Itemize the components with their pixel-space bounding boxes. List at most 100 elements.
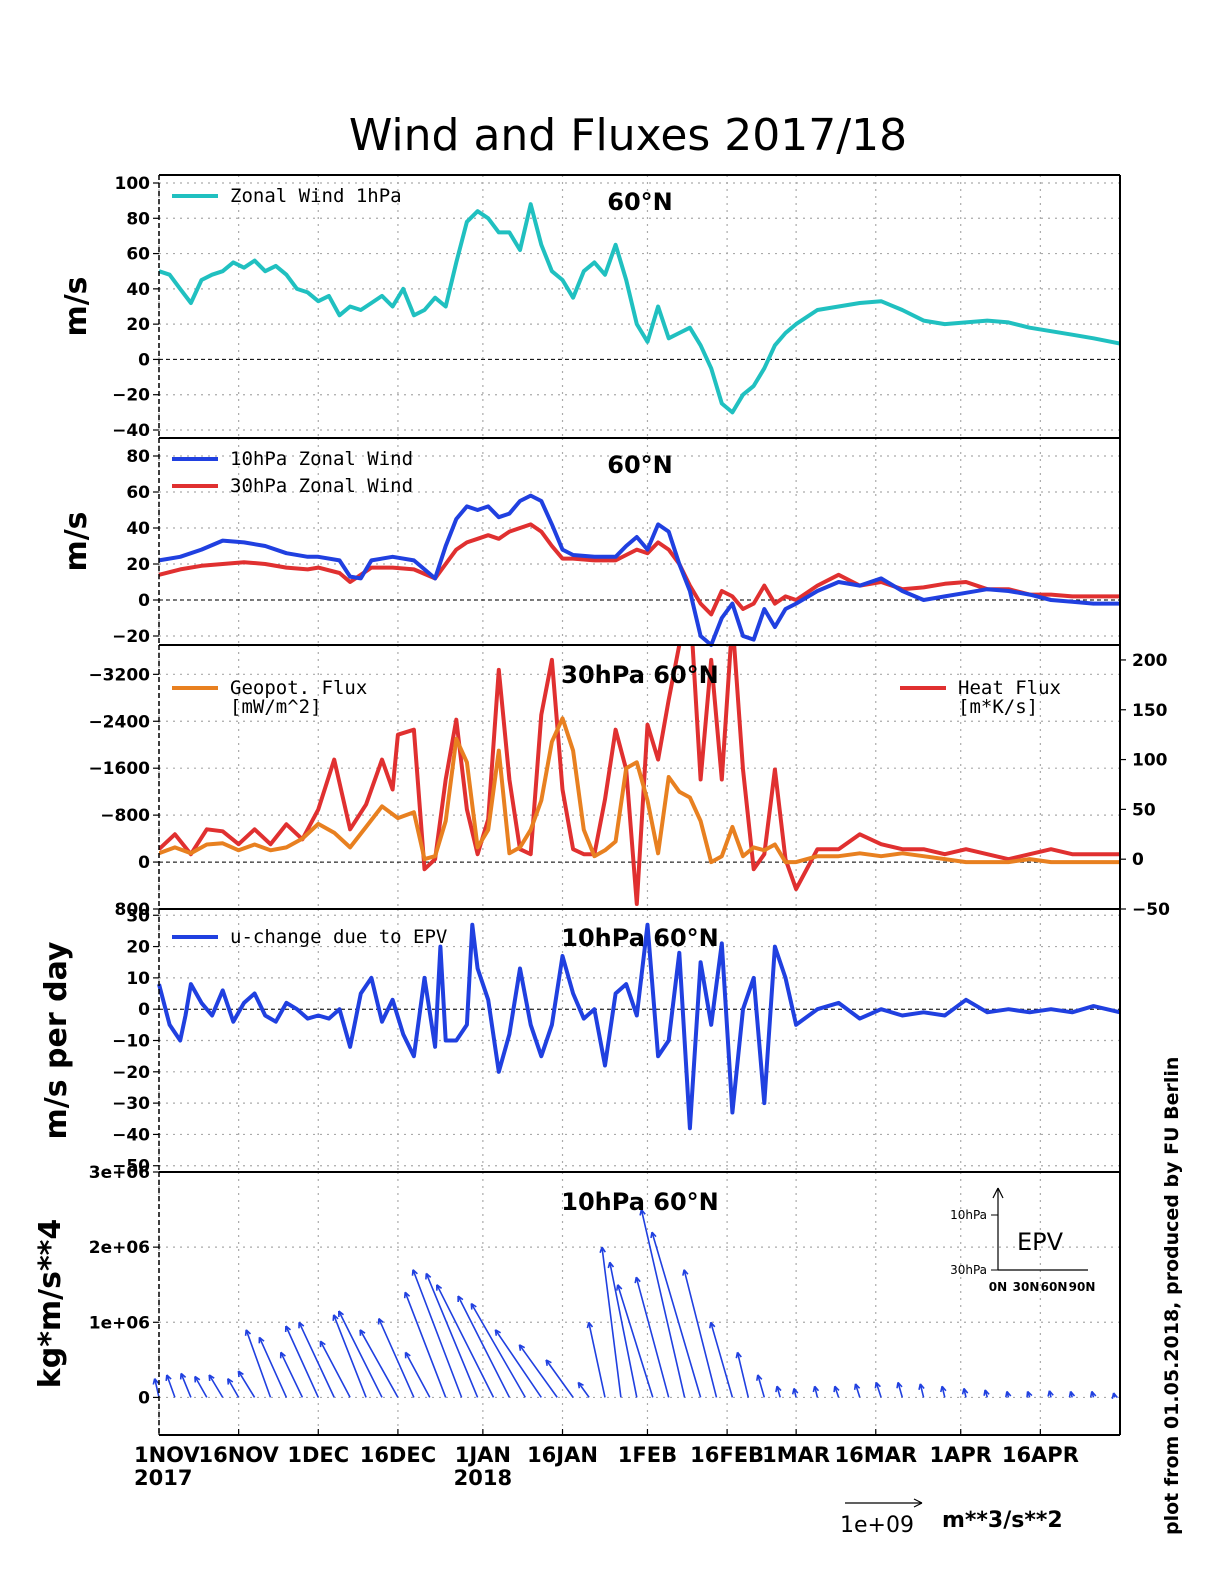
ep-flux-vector <box>1068 1390 1076 1398</box>
panel-zonal-wind-10-30hpa: −20 0 20 40 60 80 m/s 10hPa Zonal Wind 30hPa Zon… <box>59 437 1121 647</box>
ep-flux-vector <box>237 1370 256 1398</box>
ep-flux-vector <box>338 1310 383 1398</box>
y2-tick-label: 200 <box>1132 651 1168 671</box>
ep-flux-vector <box>634 1276 670 1398</box>
ep-flux-vector <box>244 1329 272 1398</box>
y2-tick-label: −50 <box>1132 900 1170 920</box>
y-tick-label: −40 <box>112 1125 150 1145</box>
y-tick-label: −1600 <box>88 759 150 779</box>
y-tick-label: 30 <box>126 906 150 926</box>
ep-flux-vector <box>425 1272 479 1398</box>
panel-title: 10hPa 60°N <box>561 1188 718 1216</box>
y-tick-label: 20 <box>126 315 150 335</box>
panel-u-change-epv: −50 −40 −30 −20 −10 0 10 20 30 m/s per day u-chang… <box>39 906 1121 1177</box>
y2-tick-label: 0 <box>1132 850 1144 870</box>
y2-tick-label: 50 <box>1132 800 1156 820</box>
inset-x-label: 60N <box>1041 1280 1068 1294</box>
y-tick-label: 0 <box>138 591 150 611</box>
legend-unit: [m*K/s] <box>958 696 1038 718</box>
ep-flux-vector <box>577 1381 590 1398</box>
x-tick-label: 16JAN <box>527 1443 598 1467</box>
ep-flux-vector <box>650 1231 702 1398</box>
panel-zonal-wind-1hpa: −40 −20 0 20 40 60 80 100 m/s Zonal Wind 1hPa 60°N <box>59 174 1121 441</box>
ep-flux-vector <box>279 1351 304 1398</box>
ep-flux-vector <box>494 1329 542 1398</box>
x-tick-sublabel: 2017 <box>134 1466 192 1490</box>
y-axis-label: m/s <box>59 511 94 571</box>
x-tick-label: 16MAR <box>834 1443 917 1467</box>
panel-title: 10hPa 60°N <box>561 924 718 952</box>
ep-flux-vector <box>709 1321 734 1398</box>
y-tick-label: 10 <box>126 969 150 989</box>
ep-flux-vector <box>735 1351 750 1398</box>
inset-title: EPV <box>1017 1228 1064 1256</box>
legend-label: Zonal Wind 1hPa <box>230 185 402 207</box>
vector-scale-key: 1e+09 m**3/s**2 <box>840 1498 1063 1538</box>
inset-x-label: 0N <box>989 1280 1007 1294</box>
ep-flux-vector <box>545 1359 574 1398</box>
ep-flux-vector <box>319 1340 351 1398</box>
ep-flux-vector <box>586 1321 606 1398</box>
x-tick-label: 1JAN <box>455 1443 511 1467</box>
ep-flux-vector <box>470 1302 526 1398</box>
y-tick-label: 1e+06 <box>89 1313 150 1333</box>
y-tick-label: −800 <box>100 806 150 826</box>
y-tick-label: −20 <box>112 386 150 406</box>
y-tick-label: 80 <box>126 209 150 229</box>
y-axis-label: kg*m/s**4 <box>33 1219 68 1388</box>
y-tick-label: 40 <box>126 280 150 300</box>
series-group <box>159 645 1120 906</box>
y-tick-label: 800 <box>115 900 151 920</box>
y-tick-label: −40 <box>112 421 150 441</box>
y-tick-label: −2400 <box>88 712 150 732</box>
ep-flux-vector <box>616 1284 654 1398</box>
ep-flux-vector <box>1005 1390 1012 1398</box>
y2-tick-label: 100 <box>1132 751 1168 771</box>
ep-flux-vector <box>165 1374 176 1398</box>
y-tick-label: 40 <box>126 519 150 539</box>
legend-unit: [mW/m^2] <box>230 696 322 718</box>
ep-flux-vector <box>812 1385 820 1398</box>
ep-flux-vector <box>1111 1392 1119 1399</box>
y-tick-label: 80 <box>126 447 150 467</box>
y-tick-label: 100 <box>115 174 151 194</box>
ep-flux-vector <box>258 1336 288 1398</box>
ep-flux-vector <box>896 1381 904 1398</box>
y-axis-label: m/s per day <box>39 941 74 1139</box>
vector-scale-value: 1e+09 <box>840 1513 914 1538</box>
y2-tick-label: 150 <box>1132 701 1168 721</box>
y-tick-label: −50 <box>112 1157 150 1177</box>
y-tick-label: 0 <box>138 853 150 873</box>
ep-flux-vector <box>639 1209 686 1398</box>
x-tick-label: 1FEB <box>618 1443 677 1467</box>
x-tick-label: 16DEC <box>360 1443 436 1467</box>
y-tick-label: −20 <box>112 1063 150 1083</box>
x-tick-label: 1MAR <box>762 1443 830 1467</box>
x-tick-label: 1DEC <box>287 1443 349 1467</box>
y-tick-label: 20 <box>126 938 150 958</box>
legend-label: u-change due to EPV <box>230 926 447 948</box>
legend-label: 30hPa Zonal Wind <box>230 475 413 497</box>
inset-y-label: 30hPa <box>950 1263 987 1277</box>
panel-title: 60°N <box>607 451 672 479</box>
x-tick-label: 16FEB <box>690 1443 764 1467</box>
vector-scale-units: m**3/s**2 <box>942 1508 1063 1533</box>
ep-flux-vector <box>152 1378 160 1398</box>
credit-text: plot from 01.05.2018, produced by FU Ber… <box>1161 1057 1183 1535</box>
ep-flux-vector <box>404 1351 431 1398</box>
ep-flux-vector <box>284 1325 320 1398</box>
y-tick-label: −3200 <box>88 665 150 685</box>
ep-flux-vector <box>918 1383 925 1398</box>
y-tick-label: 60 <box>126 483 150 503</box>
panel-title: 60°N <box>607 188 672 216</box>
ep-flux-vector <box>1047 1390 1054 1398</box>
ep-flux-vector <box>518 1344 558 1398</box>
x-tick-label: 16APR <box>1002 1443 1079 1467</box>
ep-flux-vector <box>853 1383 861 1398</box>
ep-flux-vector <box>436 1284 495 1398</box>
y-tick-label: 0 <box>138 1000 150 1020</box>
x-tick-label: 16NOV <box>198 1443 279 1467</box>
ep-flux-vector <box>682 1269 718 1398</box>
